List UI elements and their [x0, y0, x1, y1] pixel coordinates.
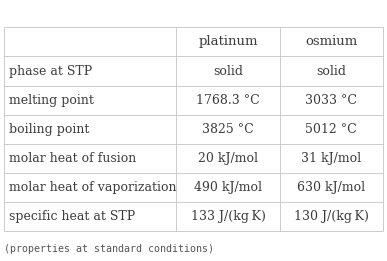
- Text: 130 J/(kg K): 130 J/(kg K): [294, 210, 369, 223]
- Text: osmium: osmium: [305, 35, 358, 49]
- Text: specific heat at STP: specific heat at STP: [9, 210, 135, 223]
- Text: boiling point: boiling point: [9, 123, 89, 136]
- Text: 630 kJ/mol: 630 kJ/mol: [297, 181, 365, 194]
- Text: 20 kJ/mol: 20 kJ/mol: [198, 152, 258, 165]
- Text: molar heat of vaporization: molar heat of vaporization: [9, 181, 176, 194]
- Text: phase at STP: phase at STP: [9, 64, 92, 78]
- Text: 1768.3 °C: 1768.3 °C: [196, 94, 260, 106]
- Text: molar heat of fusion: molar heat of fusion: [9, 152, 136, 165]
- Text: solid: solid: [316, 64, 346, 78]
- Text: 133 J/(kg K): 133 J/(kg K): [190, 210, 265, 223]
- Text: 3825 °C: 3825 °C: [202, 123, 254, 136]
- Text: platinum: platinum: [198, 35, 258, 49]
- Text: 3033 °C: 3033 °C: [305, 94, 357, 106]
- Text: 490 kJ/mol: 490 kJ/mol: [194, 181, 262, 194]
- Text: 5012 °C: 5012 °C: [305, 123, 357, 136]
- Text: melting point: melting point: [9, 94, 93, 106]
- Text: (properties at standard conditions): (properties at standard conditions): [4, 244, 214, 254]
- Text: solid: solid: [213, 64, 243, 78]
- Text: 31 kJ/mol: 31 kJ/mol: [301, 152, 361, 165]
